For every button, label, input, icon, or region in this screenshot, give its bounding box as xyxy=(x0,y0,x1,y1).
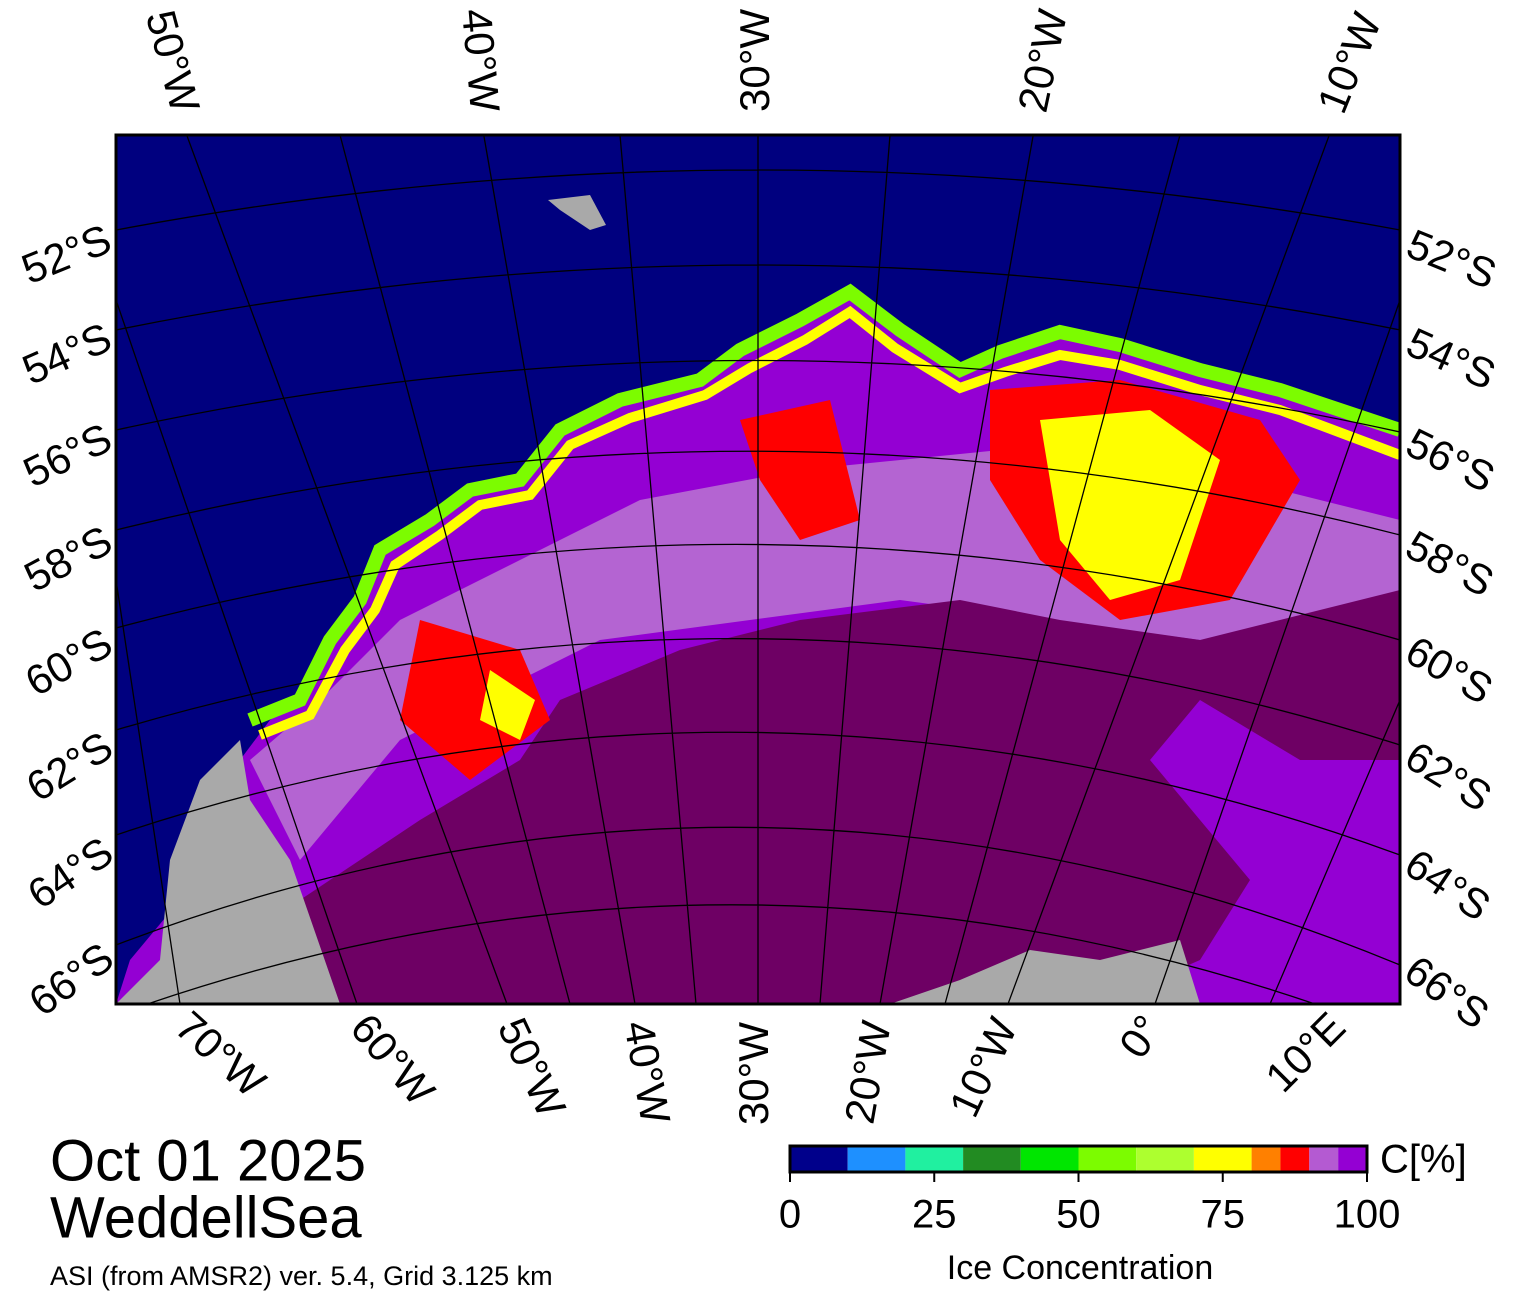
top-longitude-label: 40°W xyxy=(453,7,509,114)
bottom-longitude-label: 20°W xyxy=(836,1017,900,1127)
colorbar: 0 25 50 75 100 xyxy=(779,1144,1401,1237)
bottom-longitude-label: 70°W xyxy=(167,1002,275,1106)
colorbar-tick-label: 75 xyxy=(1201,1193,1246,1237)
colorbar-segment xyxy=(963,1146,1021,1172)
right-latitude-label: 64°S xyxy=(1397,840,1499,930)
high-conc-west-core xyxy=(480,670,535,740)
colorbar-tick-label: 0 xyxy=(779,1193,801,1237)
left-latitude-label: 60°S xyxy=(17,619,120,705)
colorbar-segment xyxy=(1078,1146,1137,1172)
colorbar-tick-label: 25 xyxy=(912,1193,957,1237)
colorbar-segment xyxy=(905,1146,964,1172)
colorbar-segment xyxy=(1338,1146,1367,1172)
map-frame xyxy=(114,133,1402,1006)
right-latitude-label: 62°S xyxy=(1397,732,1500,820)
graticule xyxy=(116,135,1400,1004)
right-latitude-label: 56°S xyxy=(1399,419,1502,501)
credit: ASI (from AMSR2) ver. 5.4, Grid 3.125 km xyxy=(50,1261,553,1291)
colorbar-segment xyxy=(1136,1146,1194,1172)
colorbar-segment xyxy=(1020,1146,1079,1172)
dense-ice xyxy=(300,590,1400,1004)
left-latitude-label: 66°S xyxy=(20,933,122,1025)
land-peninsula xyxy=(116,740,340,1004)
colorbar-segment xyxy=(1193,1146,1252,1172)
right-latitude-label: 60°S xyxy=(1398,627,1501,713)
left-latitude-label: 62°S xyxy=(18,722,121,810)
colorbar-title: Ice Concentration xyxy=(947,1249,1214,1287)
left-latitude-label: 54°S xyxy=(15,313,118,393)
colorbar-unit: C[%] xyxy=(1380,1138,1467,1182)
right-latitude-label: 54°S xyxy=(1400,318,1503,398)
top-longitude-label: 30°W xyxy=(731,8,778,112)
right-latitude-label: 52°S xyxy=(1400,220,1502,298)
colorbar-segment xyxy=(847,1146,906,1172)
top-longitude-label: 10°W xyxy=(1308,6,1390,120)
colorbar-segment xyxy=(1251,1146,1281,1172)
colorbar-segment xyxy=(1280,1146,1310,1172)
bottom-longitude-label: 60°W xyxy=(342,1005,445,1115)
ice-edge-yellow xyxy=(258,305,1400,740)
colorbar-tick-label: 50 xyxy=(1056,1193,1101,1237)
top-longitude-label: 50°W xyxy=(137,5,209,117)
right-latitude-label: 66°S xyxy=(1396,946,1498,1038)
left-latitude-label: 64°S xyxy=(19,828,121,918)
land-island xyxy=(548,195,606,230)
right-latitude-label: 58°S xyxy=(1399,521,1502,605)
bottom-longitude-label: 30°W xyxy=(730,1022,777,1126)
bottom-longitude-label: 50°W xyxy=(489,1011,575,1125)
left-latitude-label: 56°S xyxy=(16,414,119,496)
map-area xyxy=(116,135,1400,1004)
colorbar-segment xyxy=(1309,1146,1339,1172)
bottom-longitude-label: 0° xyxy=(1110,1007,1172,1067)
land-antarctica xyxy=(890,940,1200,1004)
date: Oct 01 2025 xyxy=(50,1128,366,1193)
left-latitude-label: 58°S xyxy=(17,516,120,600)
colorbar-tick-label: 100 xyxy=(1334,1193,1401,1237)
bottom-longitude-label: 10°W xyxy=(940,1010,1026,1124)
bottom-longitude-label: 40°W xyxy=(615,1017,679,1127)
region: WeddellSea xyxy=(50,1185,362,1250)
top-longitude-label: 20°W xyxy=(1009,5,1076,116)
high-conc-center xyxy=(740,400,860,540)
left-latitude-label: 52°S xyxy=(15,215,117,293)
ice-edge-green xyxy=(247,283,1400,727)
colorbar-segment xyxy=(790,1146,848,1172)
bottom-longitude-label: 10°E xyxy=(1256,1003,1354,1101)
